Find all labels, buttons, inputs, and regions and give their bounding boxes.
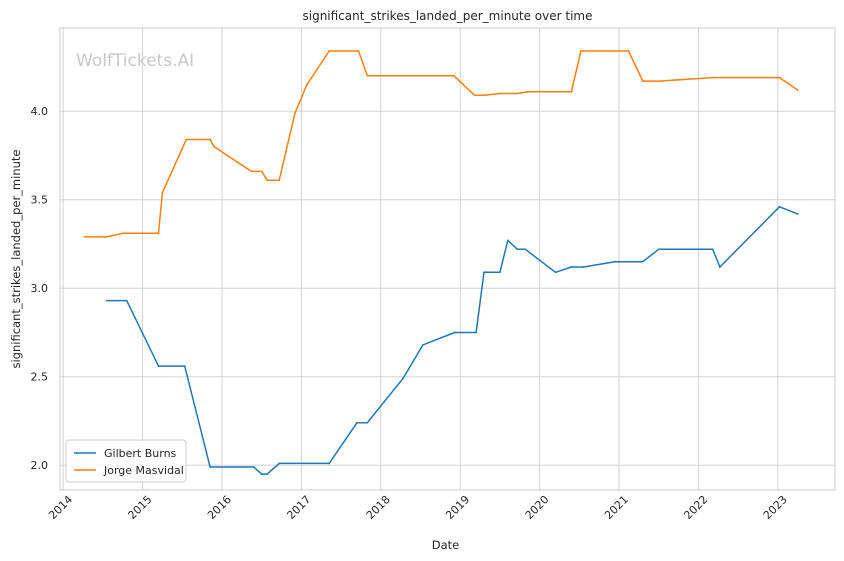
data-point [278, 462, 281, 465]
data-point [657, 248, 660, 251]
data-point [252, 466, 255, 468]
data-point [294, 112, 296, 114]
data-point [718, 266, 721, 268]
data-point [554, 271, 557, 274]
y-tick-label: 2.0 [31, 459, 49, 472]
data-point [366, 421, 369, 424]
data-point [473, 94, 476, 97]
y-tick-label: 3.0 [31, 282, 49, 295]
data-point [641, 80, 644, 83]
y-tick-label: 3.5 [31, 194, 49, 207]
data-point [125, 299, 128, 302]
data-point [185, 138, 188, 141]
data-point [260, 473, 263, 475]
data-point [83, 235, 86, 238]
data-point [711, 248, 714, 251]
data-point [582, 266, 585, 268]
data-point [183, 365, 186, 367]
y-axis-ticks: 2.0 2.5 3.0 3.5 4.0 [31, 105, 49, 472]
data-point [711, 76, 714, 79]
data-point [526, 90, 529, 93]
legend-label: Jorge Masvidal [103, 464, 184, 477]
data-point [570, 90, 573, 93]
data-point [105, 299, 108, 302]
data-point [250, 170, 253, 173]
data-point [357, 50, 360, 52]
legend: Gilbert Burns Jorge Masvidal [65, 439, 187, 483]
data-point [328, 50, 331, 52]
data-point [209, 466, 211, 468]
y-tick-label: 2.5 [31, 371, 49, 384]
data-point [278, 179, 281, 182]
data-point [266, 179, 269, 182]
data-point [421, 343, 424, 346]
data-point [524, 248, 527, 251]
data-point [778, 205, 781, 208]
data-point [614, 260, 616, 263]
data-point [516, 92, 519, 95]
data-point [366, 74, 369, 77]
data-point [516, 248, 519, 251]
data-point [213, 145, 215, 148]
data-point [105, 235, 108, 238]
data-point [778, 76, 781, 79]
data-point [402, 377, 404, 380]
data-point [209, 138, 211, 141]
data-point [499, 271, 501, 274]
data-point [161, 191, 164, 194]
data-point [657, 80, 660, 83]
data-point [483, 271, 485, 274]
y-tick-label: 4.0 [31, 105, 49, 118]
data-point [627, 50, 630, 52]
grid-lines [60, 28, 835, 490]
data-point [626, 260, 628, 263]
data-point [306, 83, 308, 86]
data-point [157, 232, 160, 235]
data-point [453, 331, 456, 334]
y-axis-title: significant_strikes_landed_per_minute [9, 150, 23, 369]
data-point [452, 74, 455, 77]
x-axis-title: Date [432, 538, 460, 552]
data-point [157, 365, 160, 367]
legend-box [65, 439, 187, 483]
data-point [796, 89, 799, 91]
data-point [475, 331, 477, 334]
data-point [580, 50, 582, 52]
plot-area [59, 27, 836, 491]
data-point [121, 232, 124, 235]
data-point [641, 260, 644, 263]
legend-label: Gilbert Burns [104, 447, 177, 460]
data-point [328, 462, 331, 465]
data-point [266, 473, 269, 475]
data-point [796, 212, 799, 215]
series-line-0 [106, 206, 799, 475]
data-point [570, 266, 573, 268]
chart-title: significant_strikes_landed_per_minute ov… [302, 9, 592, 23]
data-point [483, 94, 485, 97]
data-point [356, 421, 358, 424]
data-point [260, 170, 263, 173]
watermark: WolfTickets.AI [76, 51, 194, 71]
data-point [506, 239, 509, 242]
data-point [499, 92, 501, 95]
series-layer [83, 50, 799, 475]
